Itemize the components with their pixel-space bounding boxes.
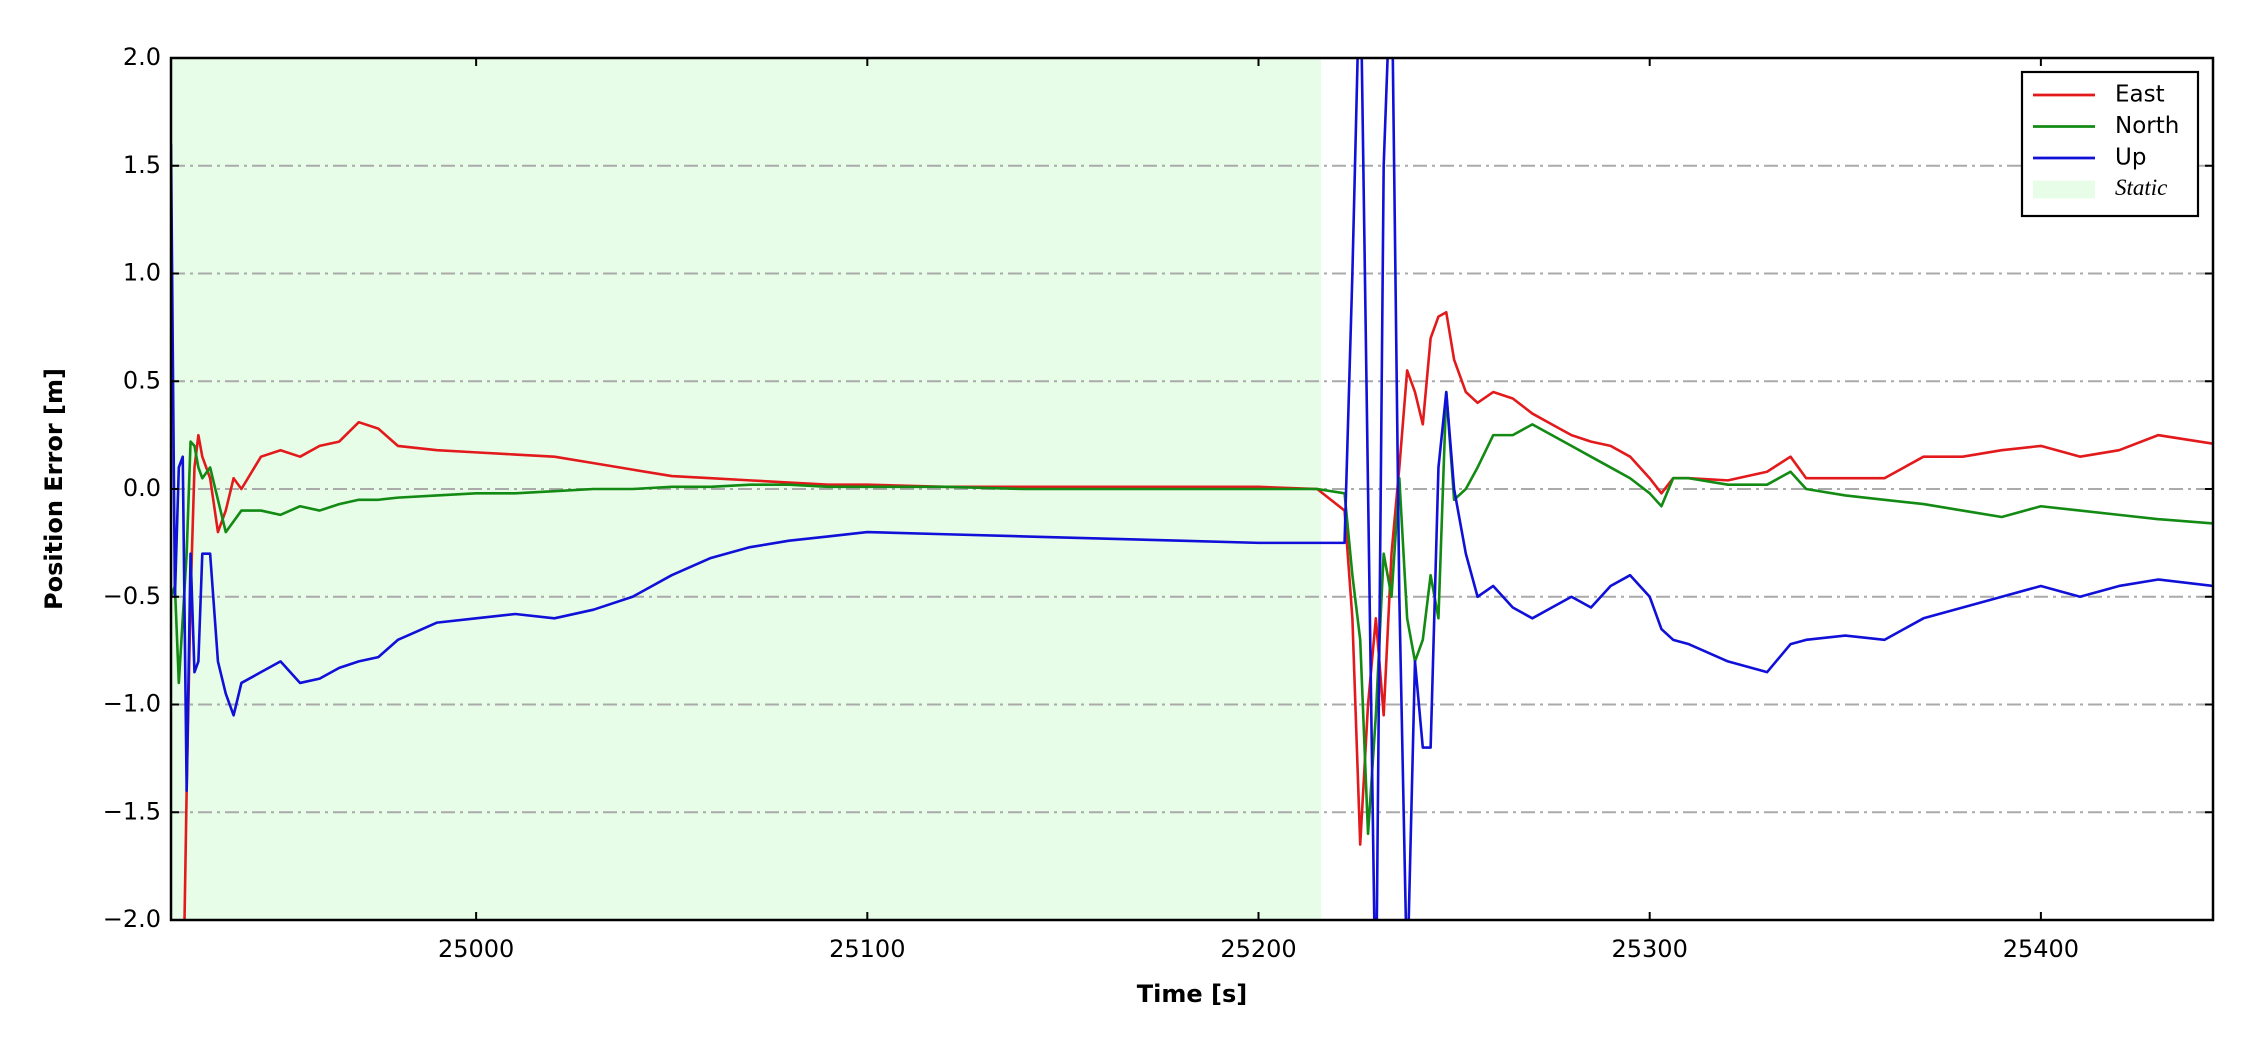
legend-swatch <box>2033 180 2095 199</box>
x-tick-label: 25000 <box>438 935 514 963</box>
series-line <box>183 310 2213 920</box>
legend-label: East <box>2115 82 2165 108</box>
y-tick-label: −2.0 <box>103 905 161 933</box>
series-line <box>171 390 2213 836</box>
x-tick-label: 25200 <box>1220 935 1296 963</box>
legend-label: Up <box>2115 145 2146 171</box>
y-axis-label: Position Error [m] <box>40 368 68 610</box>
x-axis-label: Time [s] <box>1137 980 1247 1008</box>
y-tick-label: 0.5 <box>123 366 161 394</box>
x-tick-label: 25100 <box>829 935 905 963</box>
series-line <box>171 58 2213 920</box>
y-tick-label: −1.5 <box>103 797 161 825</box>
x-tick-label: 25300 <box>1612 935 1688 963</box>
y-tick-label: 1.5 <box>123 151 161 179</box>
y-tick-label: 0.0 <box>123 474 161 502</box>
y-tick-label: 1.0 <box>123 259 161 287</box>
y-tick-label: 2.0 <box>123 43 161 71</box>
x-tick-label: 25400 <box>2003 935 2079 963</box>
legend-label: North <box>2115 113 2179 139</box>
y-tick-label: −0.5 <box>103 582 161 610</box>
legend-label: Static <box>2115 175 2167 200</box>
y-tick-label: −1.0 <box>103 690 161 718</box>
